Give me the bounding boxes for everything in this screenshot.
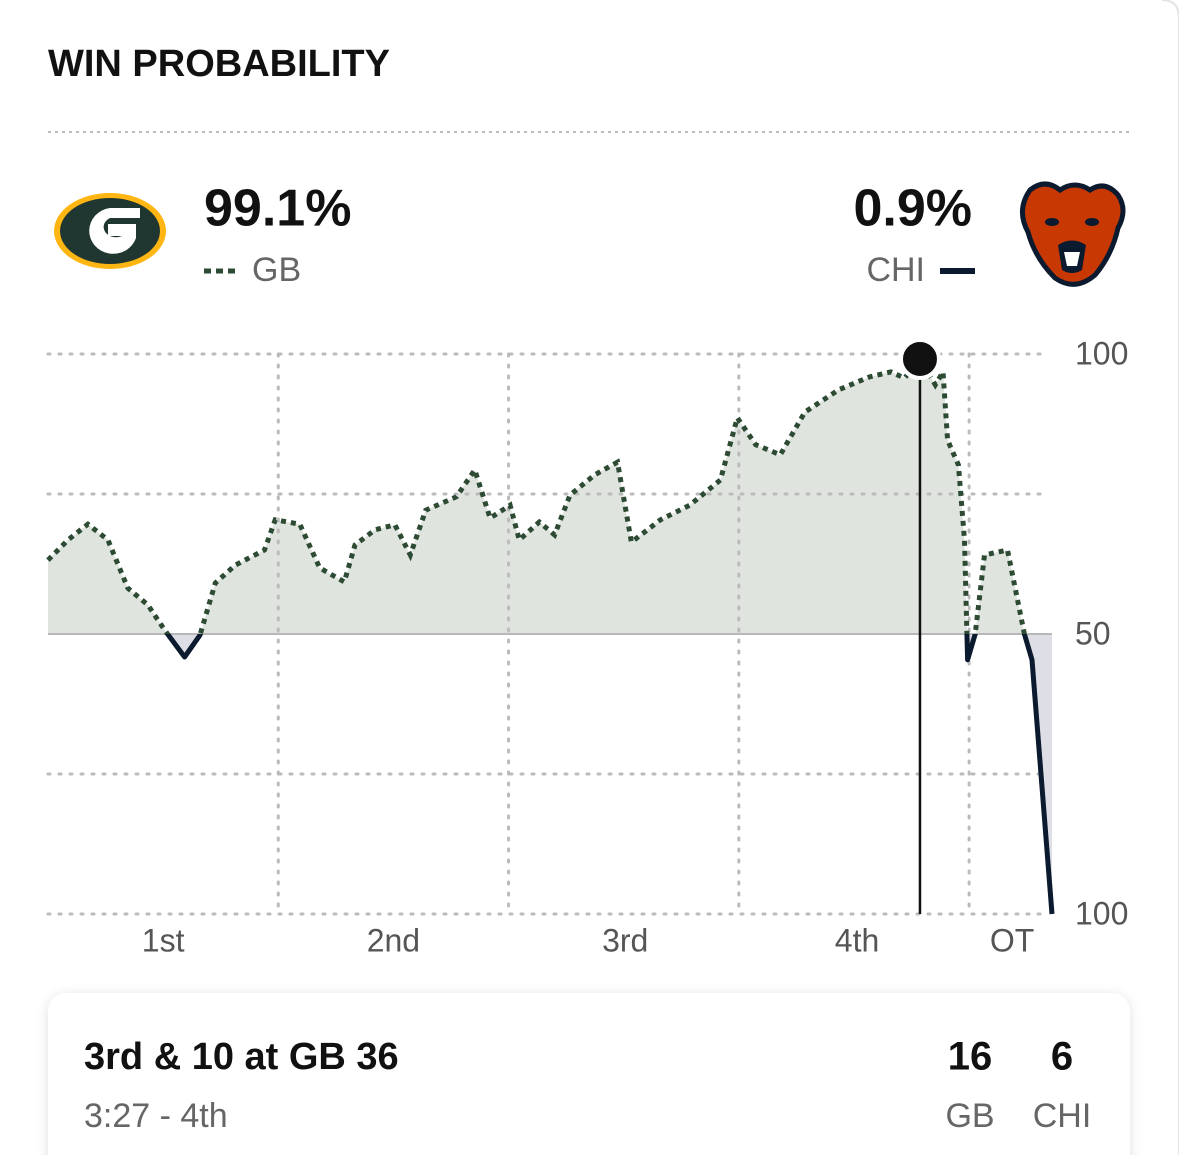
score: 6 — [1051, 1035, 1073, 1079]
x-tick-label: 3rd — [602, 922, 648, 958]
away-pct: 0.9% — [853, 180, 972, 238]
x-tick-label: 1st — [142, 922, 185, 958]
area-home — [48, 359, 1052, 634]
score-team: CHI — [1033, 1097, 1092, 1135]
y-tick-label: 100 — [1075, 895, 1128, 931]
y-tick-label: 100 — [1075, 335, 1128, 371]
score: 16 — [948, 1035, 993, 1079]
play-situation: 3rd & 10 at GB 36 — [84, 1036, 399, 1078]
plot: 100 50 100 1st 2nd 3rd 4th OT — [46, 335, 1128, 958]
play-card — [48, 993, 1130, 1160]
x-tick-label: OT — [990, 922, 1034, 958]
home-pct: 99.1% — [204, 180, 351, 238]
x-tick-label: 4th — [835, 922, 879, 958]
away-abbr: CHI — [866, 251, 925, 289]
play-clock: 3:27 - 4th — [84, 1097, 228, 1135]
x-tick-label: 2nd — [367, 922, 420, 958]
y-tick-label: 50 — [1075, 615, 1111, 651]
home-abbr: GB — [252, 251, 301, 289]
score-team: GB — [945, 1097, 994, 1135]
chi-logo — [1020, 181, 1126, 287]
title: WIN PROBABILITY — [48, 43, 390, 85]
marker-dot — [898, 338, 941, 381]
gb-logo — [54, 193, 166, 269]
